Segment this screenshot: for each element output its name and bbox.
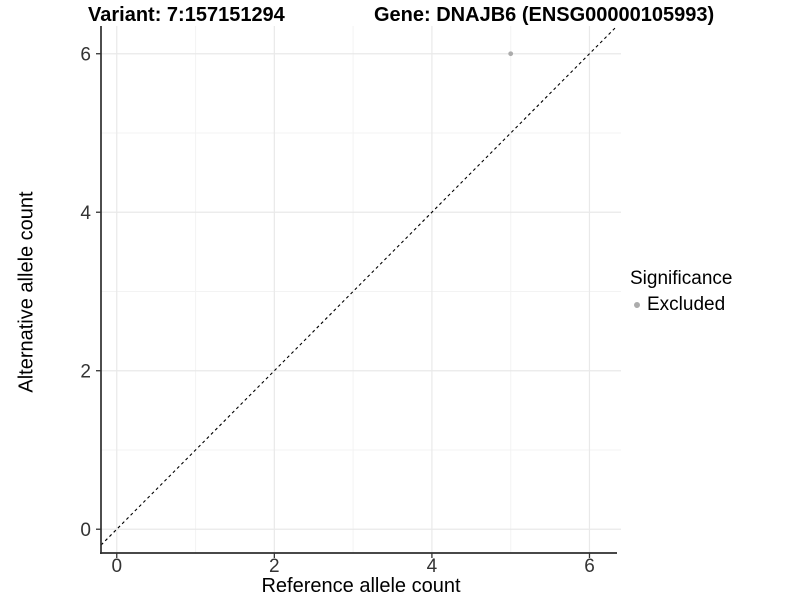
data-points	[508, 51, 514, 57]
x-axis-title: Reference allele count	[261, 575, 461, 597]
identity-line	[100, 25, 618, 546]
legend: Significance Excluded	[630, 266, 732, 316]
y-tick-label: 6	[80, 45, 91, 66]
minor-gridlines	[101, 26, 621, 553]
identity-dashed-line	[100, 25, 618, 546]
x-tick-label: 0	[111, 556, 122, 577]
gene-title: Gene: DNAJB6 (ENSG00000105993)	[374, 4, 715, 26]
y-tick-label: 4	[80, 203, 91, 224]
y-tick-label: 0	[80, 520, 91, 541]
data-point	[508, 51, 514, 57]
legend-item-label: Excluded	[647, 294, 726, 315]
legend-item: Excluded	[630, 293, 732, 316]
x-tick-label: 2	[269, 556, 280, 577]
major-gridlines	[101, 26, 621, 553]
legend-title: Significance	[630, 268, 733, 289]
y-tick-labels: 0 2 4 6	[80, 45, 91, 541]
y-tick-label: 2	[80, 362, 91, 383]
y-axis-title: Alternative allele count	[15, 191, 38, 393]
x-tick-label: 4	[427, 556, 438, 577]
axis-tick-marks	[96, 53, 591, 558]
x-tick-labels: 0 2 4 6	[111, 556, 594, 577]
axis-lines	[100, 26, 617, 554]
x-tick-label: 6	[584, 556, 595, 577]
legend-marker-circle-icon	[634, 301, 640, 308]
variant-title: Variant: 7:157151294	[88, 4, 285, 26]
